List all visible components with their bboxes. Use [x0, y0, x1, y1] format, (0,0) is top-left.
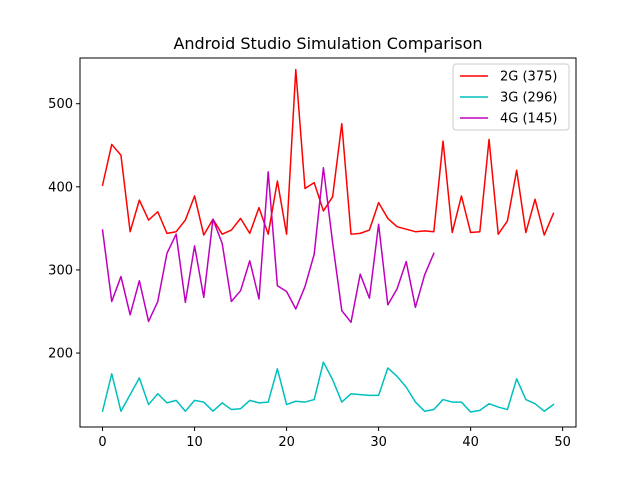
x-tick-label: 10 — [186, 435, 203, 450]
legend-label-2g: 2G (375) — [500, 70, 557, 85]
legend-box — [452, 63, 570, 131]
series-line-4g — [101, 166, 435, 324]
series-line-3g — [101, 361, 555, 413]
y-tick-label: 300 — [48, 263, 73, 278]
x-tick-label: 30 — [370, 435, 387, 450]
y-tick-label: 200 — [48, 347, 73, 362]
x-tick-label: 40 — [462, 435, 479, 450]
series-lines — [101, 68, 555, 413]
legend: 2G (375) 3G (296) 4G (145) — [452, 63, 570, 131]
y-tick-label: 400 — [48, 180, 73, 195]
x-tick-label: 0 — [98, 435, 106, 450]
x-axis-ticks: 0 10 20 30 40 50 — [98, 427, 571, 450]
x-tick-label: 20 — [278, 435, 295, 450]
legend-label-4g: 4G (145) — [500, 112, 557, 127]
y-axis-ticks: 200 300 400 500 — [48, 97, 80, 362]
legend-label-3g: 3G (296) — [500, 91, 557, 106]
x-tick-label: 50 — [554, 435, 571, 450]
plot-area-frame — [79, 57, 577, 428]
y-tick-label: 500 — [48, 97, 73, 112]
chart-title: Android Studio Simulation Comparison — [173, 34, 482, 53]
